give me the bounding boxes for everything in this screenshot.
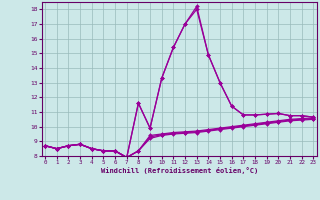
X-axis label: Windchill (Refroidissement éolien,°C): Windchill (Refroidissement éolien,°C) [100,167,258,174]
